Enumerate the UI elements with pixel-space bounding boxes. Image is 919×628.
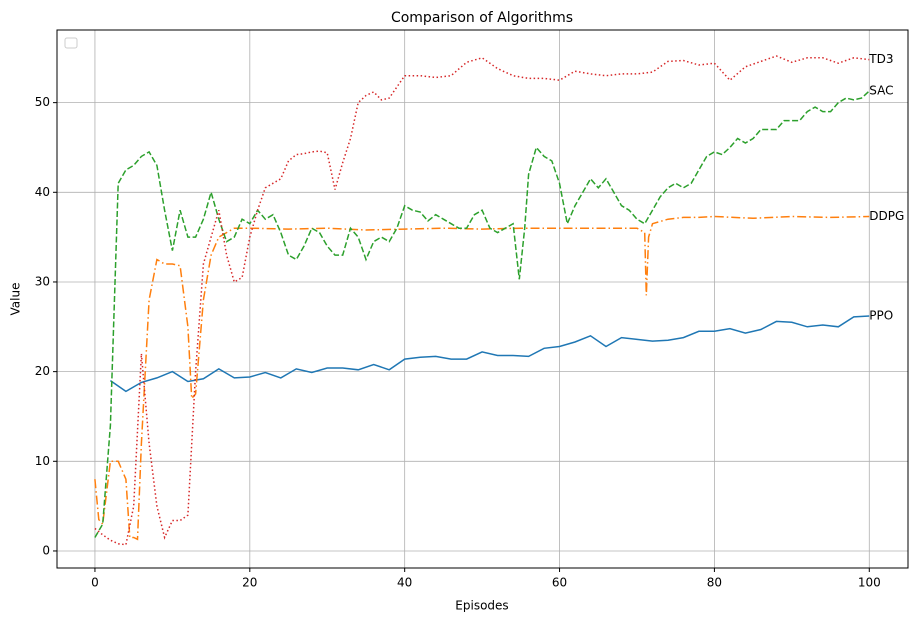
x-tick-label: 20 [242,576,257,590]
series-line [109,315,870,393]
y-tick-label: 0 [42,543,50,557]
legend-box [64,37,78,49]
y-tick-label: 30 [35,274,50,288]
x-tick-label: 40 [397,576,412,590]
x-tick-label: 100 [858,576,881,590]
x-axis-label: Episodes [455,599,508,613]
plot-frame [56,29,909,569]
y-tick-label: 40 [35,185,50,199]
series-label: TD3 [868,52,893,66]
series-label: PPO [869,309,893,323]
series-line [94,215,870,541]
series-line [94,55,870,546]
chart-title: Comparison of Algorithms [391,10,573,26]
y-tick-label: 20 [35,364,50,378]
x-tick-label: 60 [552,576,567,590]
series-line [94,90,870,538]
series-label: SAC [869,83,893,97]
y-tick-label: 50 [35,95,50,109]
x-tick-label: 80 [707,576,722,590]
series-label: DDPG [869,209,904,223]
x-tick-label: 0 [91,576,99,590]
y-tick-label: 10 [35,454,50,468]
y-axis-label: Value [9,283,23,316]
